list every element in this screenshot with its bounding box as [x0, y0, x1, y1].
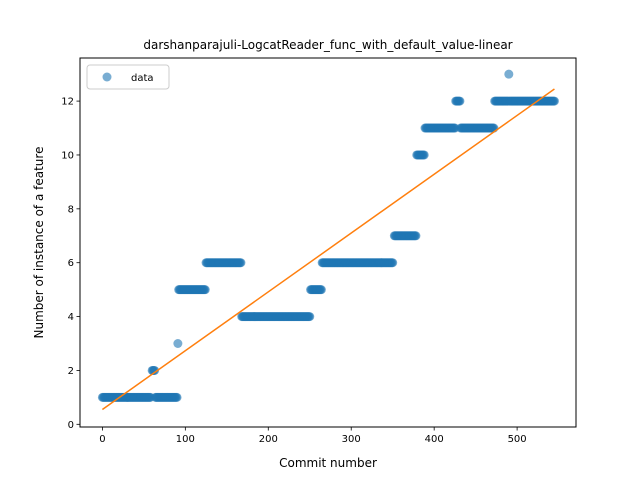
- chart-title: darshanparajuli-LogcatReader_func_with_d…: [143, 38, 512, 52]
- data-point: [388, 258, 397, 267]
- y-axis-label: Number of instance of a feature: [32, 147, 46, 339]
- data-point: [173, 393, 182, 402]
- y-tick-label: 0: [68, 420, 74, 431]
- x-tick-label: 400: [425, 434, 444, 445]
- legend-label: data: [131, 73, 154, 84]
- y-tick-label: 12: [61, 97, 74, 108]
- data-point: [317, 285, 326, 294]
- y-tick-label: 6: [68, 258, 74, 269]
- legend-marker: [103, 73, 112, 82]
- data-point: [305, 312, 314, 321]
- x-tick-label: 200: [259, 434, 278, 445]
- data-point: [236, 258, 245, 267]
- x-tick-label: 100: [176, 434, 195, 445]
- data-point: [411, 231, 420, 240]
- y-tick-label: 10: [61, 150, 74, 161]
- y-tick-label: 8: [68, 204, 74, 215]
- legend-box: [87, 65, 169, 89]
- data-point: [173, 339, 182, 348]
- x-axis-label: Commit number: [279, 456, 377, 470]
- x-tick-label: 0: [99, 434, 105, 445]
- y-tick-label: 4: [68, 312, 74, 323]
- data-point: [420, 150, 429, 159]
- data-point: [550, 97, 559, 106]
- y-tick-label: 2: [68, 366, 74, 377]
- x-tick-label: 500: [508, 434, 527, 445]
- data-point: [504, 70, 513, 79]
- x-tick-label: 300: [342, 434, 361, 445]
- data-point: [201, 285, 210, 294]
- data-point: [455, 97, 464, 106]
- legend: data: [87, 65, 169, 89]
